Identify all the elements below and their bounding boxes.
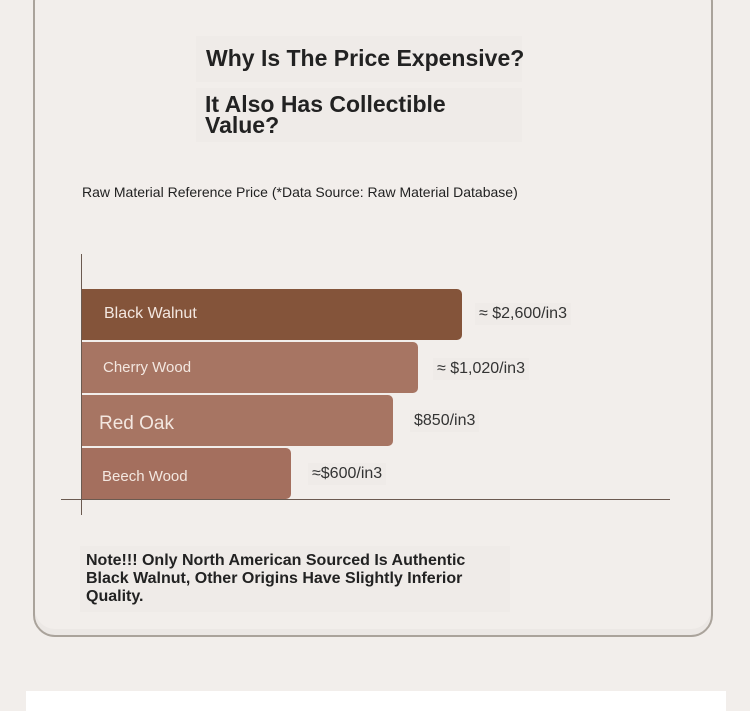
title-line-2: It Also Has Collectible Value? xyxy=(205,91,446,138)
data-label: $850/in3 xyxy=(410,410,480,432)
x-axis-line xyxy=(61,499,670,500)
bar-label: Cherry Wood xyxy=(103,359,192,376)
bar-cherry-wood xyxy=(82,342,418,393)
bar-beech-wood xyxy=(82,448,291,499)
bar-label: Beech Wood xyxy=(102,468,188,485)
bar-red-oak xyxy=(82,395,393,446)
note-text: Note!!! Only North American Sourced Is A… xyxy=(80,546,510,612)
data-label: ≈ $1,020/in3 xyxy=(433,358,529,380)
title-line-2-box: It Also Has Collectible Value? xyxy=(196,88,522,142)
bottom-panel xyxy=(26,691,726,711)
bar-label: Black Walnut xyxy=(104,305,197,322)
title-line-1-box: Why Is The Price Expensive? xyxy=(196,36,525,82)
bar-label: Red Oak xyxy=(99,413,174,434)
y-axis-line xyxy=(81,254,82,515)
bar-black-walnut xyxy=(82,289,462,340)
chart-title: Raw Material Reference Price (*Data Sour… xyxy=(82,184,518,200)
title-line-1: Why Is The Price Expensive? xyxy=(206,45,525,71)
data-label: ≈$600/in3 xyxy=(308,463,387,485)
data-label: ≈ $2,600/in3 xyxy=(475,303,571,325)
